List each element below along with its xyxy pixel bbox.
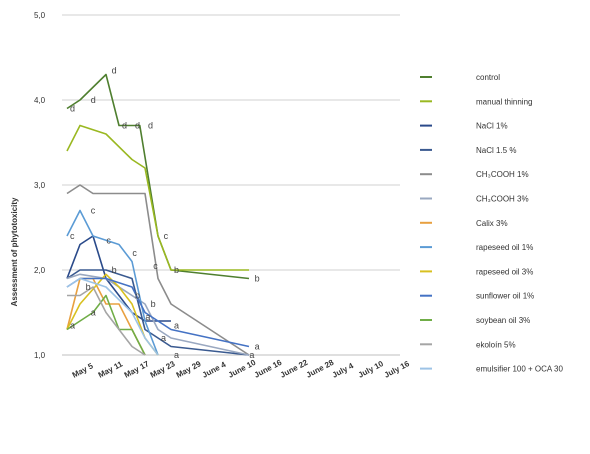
legend-label: rapeseed oil 3%: [476, 267, 533, 276]
data-label: c: [70, 231, 75, 241]
series-line: [66, 209, 159, 356]
y-axis-label: Assessment of phytotoxicity: [10, 197, 19, 306]
series-line: [67, 286, 146, 356]
data-label: b: [151, 299, 156, 309]
legend-label: ekoloín 5%: [476, 340, 516, 349]
data-label: d: [70, 104, 75, 114]
data-label: a: [174, 350, 179, 360]
x-tick-label: June 28: [305, 358, 336, 380]
x-tick-label: July 4: [331, 361, 356, 380]
data-label: a: [145, 312, 150, 322]
x-tick-label: May 5: [71, 361, 95, 380]
x-tick-label: June 10: [227, 358, 258, 380]
legend-label: control: [476, 73, 500, 82]
y-tick-label: 1,0: [34, 351, 46, 360]
data-label: b: [135, 291, 140, 301]
legend-label: emulsifier 100 + OCA 30: [476, 365, 563, 374]
y-tick-labels: 1,0 2,0 3,0 4,0 5,0: [34, 11, 46, 360]
series-line: [66, 277, 159, 356]
legend-label: soybean oil 3%: [476, 316, 530, 325]
data-label: c: [132, 248, 137, 258]
legend-label: sunflower oil 1%: [476, 292, 534, 301]
legend-label: CH₃COOH 1%: [476, 170, 529, 179]
y-tick-label: 5,0: [34, 11, 46, 20]
data-label: a: [249, 350, 254, 360]
series-line: [66, 269, 250, 356]
y-tick-label: 3,0: [34, 181, 46, 190]
data-label: c: [153, 261, 158, 271]
x-tick-label: May 11: [97, 359, 125, 380]
data-label: d: [135, 121, 140, 131]
series-line: [66, 124, 249, 271]
data-label: c: [164, 231, 169, 241]
x-tick-label: July 10: [357, 359, 386, 380]
series-lines: [66, 73, 250, 356]
data-label: d: [91, 95, 96, 105]
data-label: c: [106, 235, 111, 245]
data-label: a: [174, 320, 179, 330]
data-label: b: [86, 282, 91, 292]
x-tick-label: May 29: [175, 359, 203, 380]
x-tick-label: July 16: [383, 359, 412, 380]
y-tick-label: 2,0: [34, 266, 46, 275]
data-label: b: [112, 265, 117, 275]
data-label: b: [174, 265, 179, 275]
legend-label: NaCl 1%: [476, 122, 508, 131]
legend-label: CH₃COOH 3%: [476, 195, 529, 204]
legend: control manual thinning NaCl 1% NaCl 1.5 % C…: [420, 73, 563, 374]
x-tick-label: June 16: [253, 358, 284, 380]
data-label: a: [161, 333, 166, 343]
series-line: [66, 184, 250, 356]
data-label: d: [148, 121, 153, 131]
data-label: a: [91, 308, 96, 318]
legend-label: Calix 3%: [476, 219, 508, 228]
x-tick-label: May 23: [149, 359, 177, 380]
data-label: b: [255, 274, 260, 284]
x-tick-label: June 22: [279, 358, 310, 380]
series-line: [66, 273, 250, 356]
legend-label: manual thinning: [476, 97, 532, 106]
data-label: c: [91, 206, 96, 216]
x-tick-label: June 4: [201, 360, 228, 380]
gridlines: [62, 14, 400, 356]
data-label: a: [70, 320, 75, 330]
series-line: [66, 294, 146, 356]
x-tick-label: May 17: [123, 359, 151, 380]
legend-label: NaCl 1.5 %: [476, 146, 516, 155]
data-label: a: [255, 342, 260, 352]
data-label: d: [122, 121, 127, 131]
data-label: d: [112, 65, 117, 75]
series-line: [66, 73, 250, 280]
legend-label: rapeseed oil 1%: [476, 243, 533, 252]
y-tick-label: 4,0: [34, 96, 46, 105]
